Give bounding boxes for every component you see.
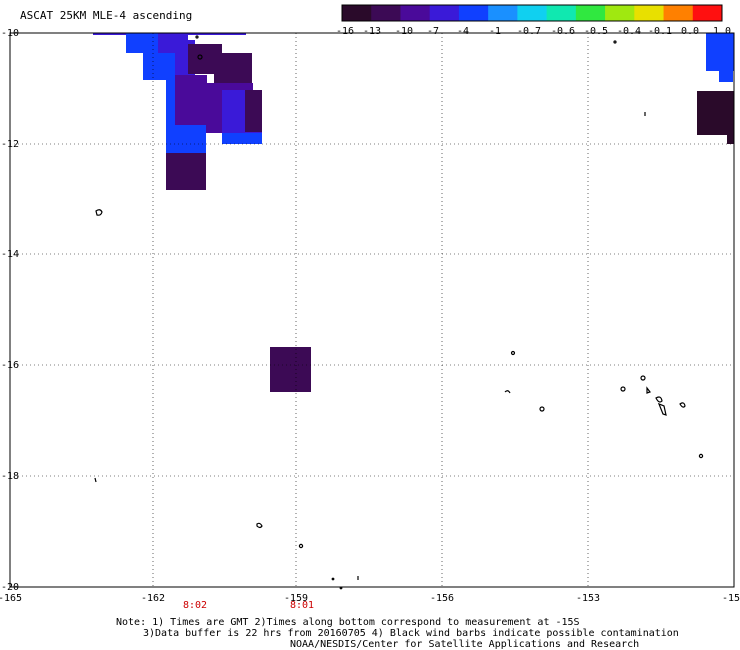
island-outlines <box>94 35 704 590</box>
note-line-3: NOAA/NESDIS/Center for Satellite Applica… <box>290 639 640 650</box>
y-axis-label: -18 <box>1 471 19 482</box>
colorbar-label: -0.6 <box>551 26 575 37</box>
colorbar-label: -4 <box>457 26 469 37</box>
y-axis-label: -20 <box>1 582 19 593</box>
x-axis-label: -165 <box>0 593 22 604</box>
colorbar-segment <box>605 5 635 21</box>
colorbar-label: 0.0 <box>681 26 699 37</box>
colorbar-label: 1.0 <box>713 26 731 37</box>
colorbar-label: -13 <box>363 26 381 37</box>
y-axis-label: -10 <box>1 28 19 39</box>
wind-cells <box>93 33 734 392</box>
colorbar-label: -7 <box>427 26 439 37</box>
colorbar-segment <box>575 5 606 21</box>
colorbar-label: -10 <box>395 26 413 37</box>
x-axis-label: -150 <box>722 593 740 604</box>
x-axis-label: -162 <box>141 593 165 604</box>
y-axis-label: -16 <box>1 360 19 371</box>
colorbar-segment <box>429 5 460 21</box>
note-line-2: 3)Data buffer is 22 hrs from 20160705 4)… <box>143 628 679 639</box>
map-title: ASCAT 25KM MLE-4 ascending <box>20 9 193 22</box>
colorbar-segment <box>692 5 723 21</box>
map-frame <box>9 32 735 588</box>
graticule <box>10 33 734 587</box>
colorbar-segment <box>663 5 694 21</box>
colorbar-label: -0.5 <box>584 26 608 37</box>
colorbar-label: -0.7 <box>517 26 541 37</box>
colorbar-segment <box>546 5 577 21</box>
y-axis-label: -12 <box>1 139 19 150</box>
y-axis-label: -14 <box>1 249 19 260</box>
colorbar-segment <box>458 5 489 21</box>
time-label-1: 8:02 <box>183 600 207 611</box>
note-line-1: Note: 1) Times are GMT 2)Times along bot… <box>116 617 580 628</box>
colorbar-label: -16 <box>336 26 354 37</box>
colorbar-label: -0.4 <box>617 26 641 37</box>
colorbar-segment <box>517 5 548 21</box>
time-label-2: 8:01 <box>290 600 314 611</box>
colorbar-segment <box>634 5 665 21</box>
colorbar: -16 -13 -10 -7 -4 -1 -0.7 -0.6 -0.5 -0.4 -0.1 0.0 1.… <box>336 4 731 37</box>
x-axis-label: -156 <box>430 593 454 604</box>
x-axis-labels: -165 -162 -159 -156 -153 -150 <box>0 593 740 604</box>
colorbar-label: -0.1 <box>648 26 672 37</box>
colorbar-segment <box>488 5 518 21</box>
colorbar-label: -1 <box>489 26 501 37</box>
x-axis-label: -153 <box>576 593 600 604</box>
colorbar-segment <box>342 5 372 21</box>
colorbar-segment <box>371 5 401 21</box>
x-axis-label: -159 <box>284 593 308 604</box>
y-axis-labels: -10 -12 -14 -16 -18 -20 <box>1 28 19 593</box>
colorbar-segment <box>400 5 431 21</box>
